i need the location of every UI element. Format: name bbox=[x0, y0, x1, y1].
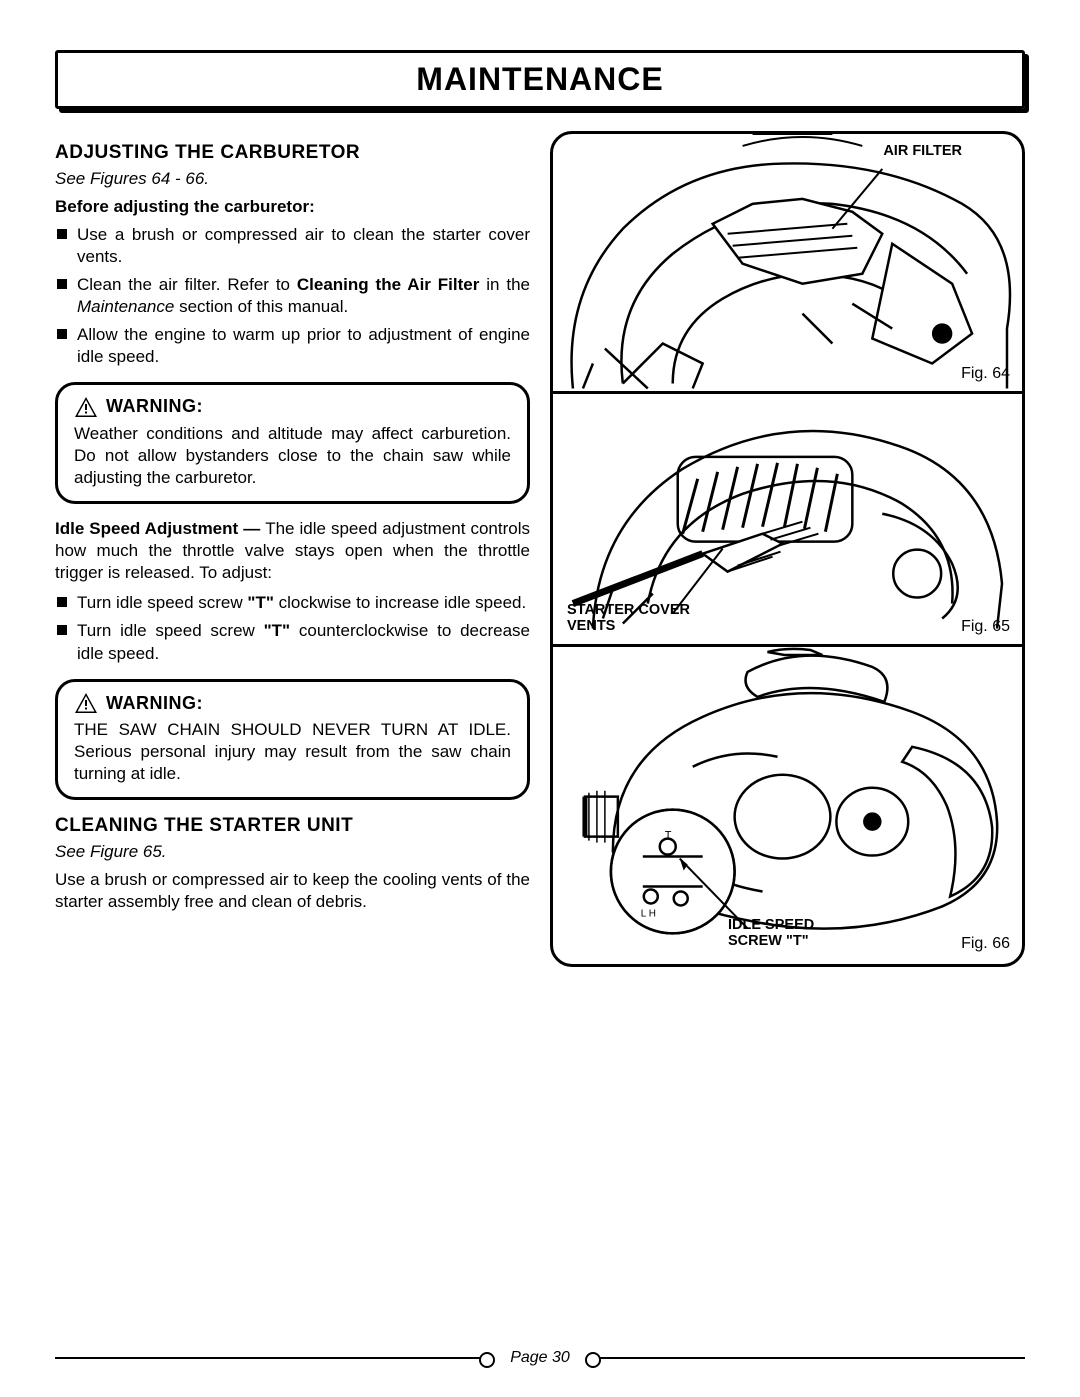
text: in the bbox=[479, 275, 530, 294]
footer-rule-left bbox=[55, 1357, 488, 1359]
text: section of this manual. bbox=[174, 297, 348, 316]
callout-vents: VENTS bbox=[567, 619, 615, 634]
left-column: ADJUSTING THE CARBURETOR See Figures 64 … bbox=[55, 131, 530, 967]
page-footer: Page 30 bbox=[0, 1349, 1080, 1367]
text: clockwise to increase idle speed. bbox=[274, 593, 526, 612]
heading-cleaning-starter: CLEANING THE STARTER UNIT bbox=[55, 814, 530, 839]
text-bold: "T" bbox=[264, 621, 291, 640]
idle-speed-paragraph: Idle Speed Adjustment — The idle speed a… bbox=[55, 518, 530, 584]
figure-label: Fig. 65 bbox=[961, 618, 1010, 636]
warning-body: THE SAW CHAIN SHOULD NEVER TURN AT IDLE.… bbox=[74, 719, 511, 785]
list-item: Turn idle speed screw "T" counterclockwi… bbox=[55, 620, 530, 664]
warning-body: Weather conditions and altitude may affe… bbox=[74, 423, 511, 489]
callout-screw-t: SCREW "T" bbox=[728, 934, 809, 949]
page-title-box: MAINTENANCE bbox=[55, 50, 1025, 109]
warning-box-1: WARNING: Weather conditions and altitude… bbox=[55, 382, 530, 504]
text-bold: Cleaning the Air Filter bbox=[297, 275, 479, 294]
svg-text:L H: L H bbox=[641, 908, 656, 919]
heading-adjusting-carburetor: ADJUSTING THE CARBURETOR bbox=[55, 141, 530, 166]
illustration-idle-speed-screw: T L H bbox=[553, 647, 1022, 960]
before-adjusting-list: Use a brush or compressed air to clean t… bbox=[55, 224, 530, 369]
warning-box-2: WARNING: THE SAW CHAIN SHOULD NEVER TURN… bbox=[55, 679, 530, 801]
before-adjusting-label: Before adjusting the carburetor: bbox=[55, 196, 530, 218]
list-item: Turn idle speed screw "T" clockwise to i… bbox=[55, 592, 530, 614]
warning-header: WARNING: bbox=[74, 692, 511, 715]
page-number: Page 30 bbox=[502, 1349, 578, 1367]
warning-label: WARNING: bbox=[106, 692, 203, 715]
figure-group: AIR FILTER Fig. 64 bbox=[550, 131, 1025, 967]
figure-66: T L H IDLE SPEED SCREW "T" Fig. 66 bbox=[553, 647, 1022, 961]
list-item: Use a brush or compressed air to clean t… bbox=[55, 224, 530, 268]
page-title: MAINTENANCE bbox=[416, 61, 663, 97]
text-bold: "T" bbox=[247, 593, 274, 612]
text: Turn idle speed screw bbox=[77, 593, 247, 612]
callout-air-filter: AIR FILTER bbox=[883, 144, 962, 159]
svg-text:T: T bbox=[665, 830, 672, 842]
warning-icon bbox=[74, 692, 98, 714]
text-italic: Maintenance bbox=[77, 297, 174, 316]
idle-adjust-list: Turn idle speed screw "T" clockwise to i… bbox=[55, 592, 530, 664]
list-item: Clean the air filter. Refer to Cleaning … bbox=[55, 274, 530, 318]
figure-65: STARTER COVER VENTS Fig. 65 bbox=[553, 394, 1022, 647]
warning-label: WARNING: bbox=[106, 395, 203, 418]
warning-header: WARNING: bbox=[74, 395, 511, 418]
right-column: AIR FILTER Fig. 64 bbox=[550, 131, 1025, 967]
figure-64: AIR FILTER Fig. 64 bbox=[553, 134, 1022, 394]
illustration-air-filter bbox=[553, 134, 1022, 393]
cleaning-starter-paragraph: Use a brush or compressed air to keep th… bbox=[55, 869, 530, 913]
figure-label: Fig. 64 bbox=[961, 365, 1010, 383]
content-columns: ADJUSTING THE CARBURETOR See Figures 64 … bbox=[55, 131, 1025, 967]
warning-icon bbox=[74, 396, 98, 418]
see-figures-64-66: See Figures 64 - 66. bbox=[55, 168, 530, 190]
text: Clean the air filter. Refer to bbox=[77, 275, 297, 294]
text-bold: Idle Speed Adjustment — bbox=[55, 519, 265, 538]
text: Turn idle speed screw bbox=[77, 621, 264, 640]
callout-starter-cover: STARTER COVER bbox=[567, 603, 690, 618]
figure-label: Fig. 66 bbox=[961, 935, 1010, 953]
callout-idle-speed: IDLE SPEED bbox=[728, 918, 814, 933]
list-item: Allow the engine to warm up prior to adj… bbox=[55, 324, 530, 368]
see-figure-65: See Figure 65. bbox=[55, 841, 530, 863]
footer-rule-right bbox=[592, 1357, 1025, 1359]
